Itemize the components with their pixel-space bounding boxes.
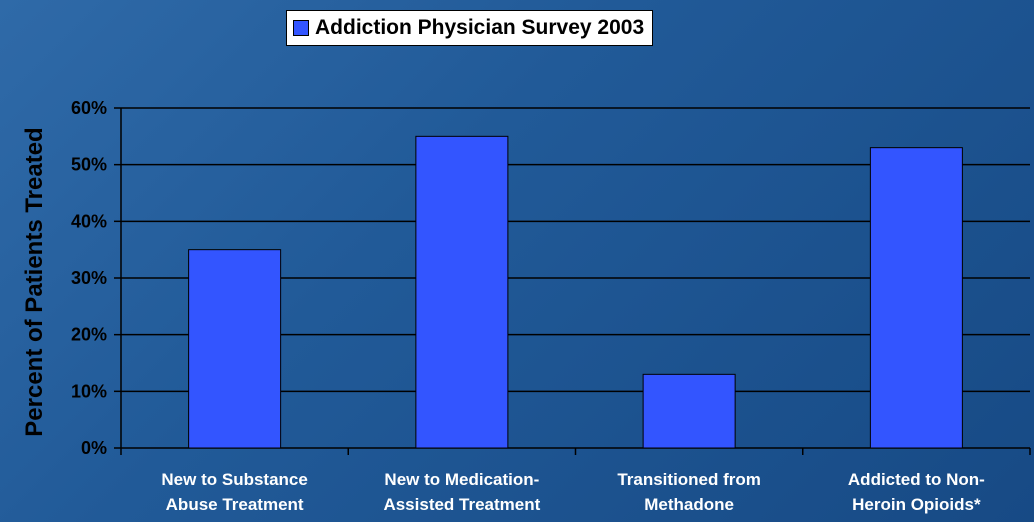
legend: Addiction Physician Survey 2003: [286, 10, 654, 46]
bar: [869, 147, 963, 449]
y-tick-label: 30%: [71, 268, 107, 288]
x-tick-label: Transitioned from: [617, 470, 761, 489]
bar: [415, 135, 509, 449]
y-tick-label: 60%: [71, 98, 107, 118]
bar: [188, 249, 282, 449]
y-tick-label: 20%: [71, 325, 107, 345]
x-tick-label: New to Substance: [161, 470, 307, 489]
x-tick-label: Heroin Opioids*: [852, 495, 981, 514]
x-tick-label: Abuse Treatment: [166, 495, 304, 514]
x-tick-label: Assisted Treatment: [383, 495, 540, 514]
y-tick-label: 10%: [71, 381, 107, 401]
bar: [642, 373, 736, 449]
y-tick-label: 0%: [81, 438, 107, 458]
x-tick-label: New to Medication-: [384, 470, 539, 489]
legend-label: Addiction Physician Survey 2003: [315, 16, 645, 39]
legend-swatch: [293, 20, 309, 36]
y-tick-label: 50%: [71, 155, 107, 175]
x-tick-label: Methadone: [644, 495, 734, 514]
x-tick-label: Addicted to Non-: [848, 470, 985, 489]
y-tick-label: 40%: [71, 211, 107, 231]
